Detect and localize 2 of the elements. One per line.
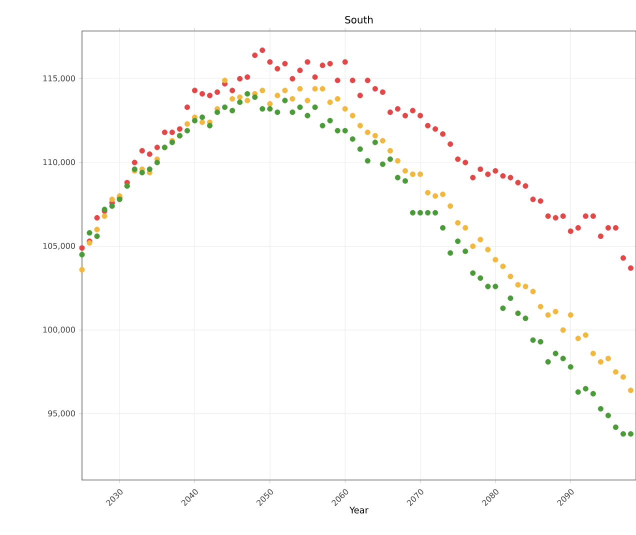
chart-title: South [345,16,373,24]
x-axis-title: Year [349,506,369,514]
